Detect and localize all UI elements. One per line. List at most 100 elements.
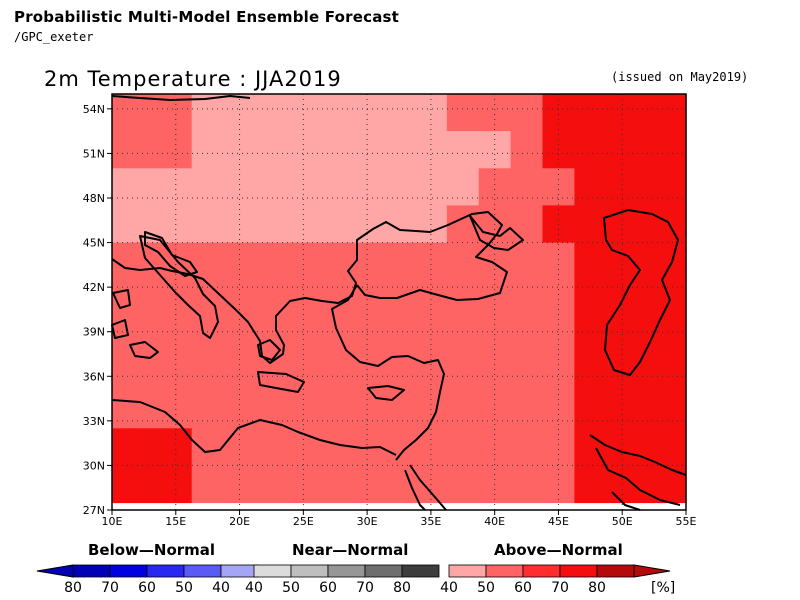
- grid-cell: [510, 205, 544, 244]
- legend-label: 40: [212, 580, 230, 596]
- grid-cell: [670, 94, 687, 132]
- legend-swatch: [72, 564, 111, 578]
- grid-cell: [319, 94, 352, 132]
- grid-cell: [670, 391, 687, 429]
- y-tick-label: 54N: [83, 103, 105, 116]
- grid-cell: [383, 242, 416, 281]
- y-tick-label: 33N: [83, 415, 105, 428]
- grid-cell: [223, 279, 257, 318]
- grid-cell: [319, 131, 352, 169]
- legend-swatch: [401, 564, 440, 578]
- grid-cell: [127, 391, 161, 429]
- grid-cell: [574, 205, 607, 244]
- grid-cell: [191, 131, 225, 169]
- legend-arrow: [633, 564, 671, 578]
- legend-above-normal: 40 50 60 70 80: [440, 564, 671, 596]
- grid-cell: [255, 94, 288, 132]
- x-tick-label: 15E: [165, 515, 186, 528]
- grid-cell: [446, 94, 480, 132]
- grid-cell: [510, 428, 544, 466]
- legend-swatch: [485, 564, 524, 578]
- x-tick-label: 10E: [102, 515, 123, 528]
- legend-label: 70: [101, 580, 119, 596]
- legend-near-title: Near—Normal: [292, 541, 409, 559]
- legend-label: 60: [514, 580, 532, 596]
- grid-cell: [510, 316, 544, 355]
- grid-cell: [638, 316, 671, 355]
- x-tick-label: 40E: [484, 515, 505, 528]
- grid-cell: [191, 428, 225, 466]
- grid-cell: [223, 94, 257, 132]
- legend-label: 50: [282, 580, 300, 596]
- legend-label: 80: [64, 580, 82, 596]
- grid-cell: [478, 316, 512, 355]
- grid-cell: [574, 279, 607, 318]
- map-frame: [111, 93, 687, 511]
- grid-cell: [510, 131, 544, 169]
- page-subtitle: /GPC_exeter: [14, 30, 94, 44]
- grid-cell: [255, 168, 288, 206]
- grid-cell: [638, 168, 671, 206]
- legend-swatch: [596, 564, 635, 578]
- legend-label: 60: [319, 580, 337, 596]
- page-title: Probabilistic Multi-Model Ensemble Forec…: [14, 8, 400, 26]
- grid-cell: [574, 465, 607, 504]
- grid-cell: [159, 316, 193, 355]
- legend-label: 60: [138, 580, 156, 596]
- legend-swatch: [364, 564, 403, 578]
- grid-cell: [670, 279, 687, 318]
- grid-cell: [510, 465, 544, 504]
- grid-cell: [638, 428, 671, 466]
- legend-label: 50: [175, 580, 193, 596]
- grid-cell: [127, 94, 161, 132]
- legend-below-title: Below—Normal: [88, 541, 216, 559]
- legend-label: 70: [356, 580, 374, 596]
- grid-cell: [112, 279, 129, 318]
- grid-cell: [319, 205, 352, 244]
- grid-lines: [112, 94, 686, 510]
- grid-cell: [574, 242, 607, 281]
- legend-above-title: Above—Normal: [494, 541, 623, 559]
- grid-cell: [351, 94, 384, 132]
- grid-cell: [255, 279, 288, 318]
- grid-cell: [478, 354, 512, 392]
- grid-cell: [191, 242, 225, 281]
- y-tick-label: 45N: [83, 237, 105, 250]
- legend-swatch: [559, 564, 598, 578]
- legend-swatch: [220, 564, 259, 578]
- legend-swatch: [290, 564, 329, 578]
- grid-cell: [670, 316, 687, 355]
- grid-cell: [383, 94, 416, 132]
- grid-cell: [112, 205, 129, 244]
- grid-cell: [255, 465, 288, 504]
- legend-label: 80: [393, 580, 411, 596]
- grid-cell: [191, 354, 225, 392]
- grid-cell: [319, 428, 352, 466]
- grid-cell: [255, 242, 288, 281]
- grid-cell: [191, 168, 225, 206]
- grid-cell: [446, 168, 480, 206]
- grid-cell: [159, 354, 193, 392]
- x-tick-label: 55E: [676, 515, 697, 528]
- grid-cell: [542, 279, 575, 318]
- legend-near-normal: 40 50 60 70 80: [245, 564, 440, 596]
- grid-cell: [159, 279, 193, 318]
- grid-cell: [478, 94, 512, 132]
- grid-cell: [255, 205, 288, 244]
- probability-grid: [112, 94, 687, 504]
- grid-cell: [112, 354, 129, 392]
- grid-cell: [191, 94, 225, 132]
- grid-cell: [112, 465, 129, 504]
- grid-cell: [319, 354, 352, 392]
- grid-cell: [223, 316, 257, 355]
- grid-cell: [446, 428, 480, 466]
- x-tick-label: 50E: [612, 515, 633, 528]
- legend-swatch: [253, 564, 292, 578]
- grid-cell: [638, 131, 671, 169]
- legend-swatch: [183, 564, 222, 578]
- grid-cell: [606, 316, 639, 355]
- grid-cell: [446, 242, 480, 281]
- grid-cell: [112, 316, 129, 355]
